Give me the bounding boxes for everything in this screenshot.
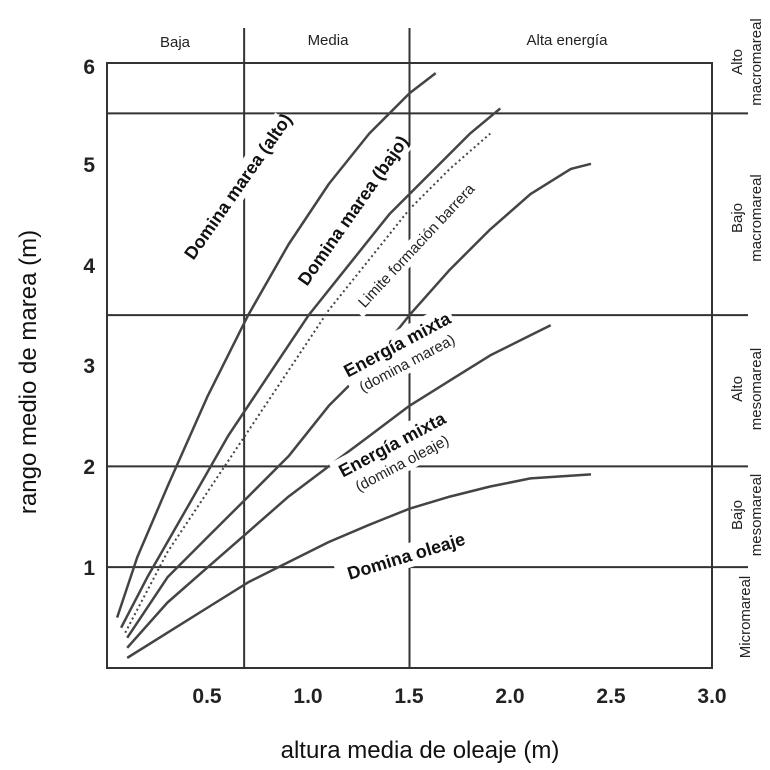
tide-label-alto-mesomareal: Alto mesomareal (729, 348, 765, 431)
band-media: Media (308, 32, 350, 49)
x-tick-label: 2.5 (596, 685, 626, 708)
x-tick-label: 3.0 (697, 685, 726, 708)
svg-text:Bajo: Bajo (729, 500, 746, 530)
svg-text:Alto: Alto (729, 376, 746, 402)
curve-5 (126, 324, 552, 649)
y-tick-label: 6 (83, 56, 95, 79)
x-tick-label: 1.0 (293, 685, 322, 708)
curve-1 (115, 72, 437, 618)
tide-label-bajo-macromareal: Bajo macromareal (729, 174, 765, 262)
x-axis-title: altura media de oleaje (m) (281, 737, 560, 764)
y-axis-title: rango medio de marea (m) (15, 230, 42, 514)
label-domina-marea-alto: Domina marea (alto) (180, 110, 296, 263)
x-tick-label: 2.0 (495, 685, 524, 708)
x-tick-labels: 0.5 1.0 1.5 2.0 2.5 3.0 (192, 685, 726, 708)
tide-label-micromareal: Micromareal (737, 576, 754, 659)
svg-text:mesomareal: mesomareal (748, 348, 765, 431)
svg-text:Domina oleaje: Domina oleaje (345, 529, 468, 584)
curve-2 (119, 107, 502, 629)
curve-6 (126, 473, 592, 659)
curve-3 (124, 132, 491, 634)
svg-text:macromareal: macromareal (748, 18, 765, 106)
svg-text:Domina marea (alto): Domina marea (alto) (180, 110, 296, 263)
svg-text:mesomareal: mesomareal (748, 474, 765, 557)
y-tick-label: 3 (83, 355, 95, 378)
svg-text:macromareal: macromareal (748, 174, 765, 262)
svg-text:Bajo: Bajo (729, 203, 746, 233)
tide-label-alto-macromareal: Alto macromareal (729, 18, 765, 106)
y-tick-label: 2 (83, 456, 95, 479)
y-tick-label: 4 (83, 255, 95, 278)
label-energia-mixta-marea: Energía mixta (domina marea) (336, 304, 467, 402)
y-tick-label: 5 (83, 154, 95, 177)
tide-label-bajo-mesomareal: Bajo mesomareal (729, 474, 765, 557)
x-tick-label: 1.5 (394, 685, 424, 708)
svg-text:Alto: Alto (729, 49, 746, 75)
y-tick-label: 1 (83, 557, 95, 580)
svg-text:Micromareal: Micromareal (737, 576, 754, 659)
label-domina-oleaje: Domina oleaje (333, 523, 479, 589)
band-baja: Baja (160, 34, 191, 51)
band-alta-energia: Alta energía (527, 32, 609, 49)
x-tick-label: 0.5 (192, 685, 222, 708)
y-tick-labels: 1 2 3 4 5 6 (83, 56, 95, 580)
